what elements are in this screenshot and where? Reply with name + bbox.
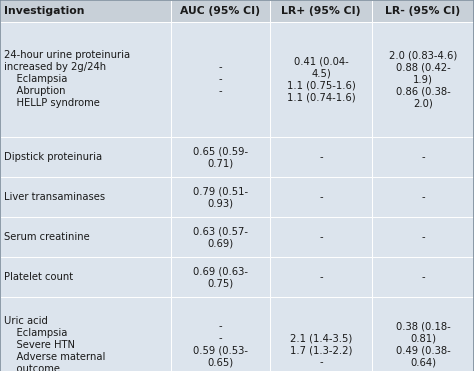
Bar (270, 297, 372, 371)
Text: -: - (319, 272, 323, 282)
Bar (0, 177, 171, 217)
Text: 0.38 (0.18-
0.81)
0.49 (0.38-
0.64)
-: 0.38 (0.18- 0.81) 0.49 (0.38- 0.64) - (396, 309, 450, 371)
Bar (0, 217, 171, 257)
Bar (372, 257, 474, 297)
Text: 0.69 (0.63-
0.75): 0.69 (0.63- 0.75) (193, 266, 248, 288)
Bar (0, 297, 171, 371)
Text: -: - (421, 152, 425, 162)
Bar (372, 177, 474, 217)
Text: Serum creatinine: Serum creatinine (4, 232, 90, 242)
Bar (0, 257, 171, 297)
Text: 2.1 (1.4-3.5)
1.7 (1.3-2.2)
-: 2.1 (1.4-3.5) 1.7 (1.3-2.2) - (290, 322, 352, 368)
Text: Platelet count: Platelet count (4, 272, 73, 282)
Text: Dipstick proteinuria: Dipstick proteinuria (4, 152, 102, 162)
Text: Uric acid
    Eclampsia
    Severe HTN
    Adverse maternal
    outcome: Uric acid Eclampsia Severe HTN Adverse m… (4, 315, 105, 371)
Bar (171, 0, 270, 22)
Text: AUC (95% CI): AUC (95% CI) (181, 6, 260, 16)
Text: -: - (421, 232, 425, 242)
Bar (0, 0, 171, 22)
Bar (372, 297, 474, 371)
Text: 0.41 (0.04-
4.5)
1.1 (0.75-1.6)
1.1 (0.74-1.6): 0.41 (0.04- 4.5) 1.1 (0.75-1.6) 1.1 (0.7… (287, 56, 356, 102)
Text: LR- (95% CI): LR- (95% CI) (385, 6, 461, 16)
Bar (171, 22, 270, 137)
Bar (270, 0, 372, 22)
Text: -: - (319, 192, 323, 202)
Text: -: - (319, 152, 323, 162)
Bar (0, 137, 171, 177)
Text: -
-
0.59 (0.53-
0.65): - - 0.59 (0.53- 0.65) (193, 322, 248, 368)
Bar (372, 0, 474, 22)
Bar (270, 177, 372, 217)
Text: 0.63 (0.57-
0.69): 0.63 (0.57- 0.69) (193, 226, 248, 248)
Text: -: - (421, 192, 425, 202)
Text: LR+ (95% CI): LR+ (95% CI) (282, 6, 361, 16)
Bar (0, 22, 171, 137)
Text: 0.65 (0.59-
0.71): 0.65 (0.59- 0.71) (193, 146, 248, 168)
Text: 24-hour urine proteinuria
increased by 2g/24h
    Eclampsia
    Abruption
    HE: 24-hour urine proteinuria increased by 2… (4, 50, 130, 108)
Text: -: - (421, 272, 425, 282)
Bar (171, 297, 270, 371)
Bar (372, 137, 474, 177)
Bar (270, 257, 372, 297)
Text: Investigation: Investigation (4, 6, 84, 16)
Bar (171, 217, 270, 257)
Text: -
-
-: - - - (219, 62, 222, 96)
Text: -: - (319, 232, 323, 242)
Bar (171, 177, 270, 217)
Bar (270, 22, 372, 137)
Bar (270, 137, 372, 177)
Bar (171, 137, 270, 177)
Bar (171, 257, 270, 297)
Bar (270, 217, 372, 257)
Bar (372, 22, 474, 137)
Bar (372, 217, 474, 257)
Text: 0.79 (0.51-
0.93): 0.79 (0.51- 0.93) (193, 186, 248, 208)
Text: 2.0 (0.83-4.6)
0.88 (0.42-
1.9)
0.86 (0.38-
2.0): 2.0 (0.83-4.6) 0.88 (0.42- 1.9) 0.86 (0.… (389, 50, 457, 108)
Text: Liver transaminases: Liver transaminases (4, 192, 105, 202)
